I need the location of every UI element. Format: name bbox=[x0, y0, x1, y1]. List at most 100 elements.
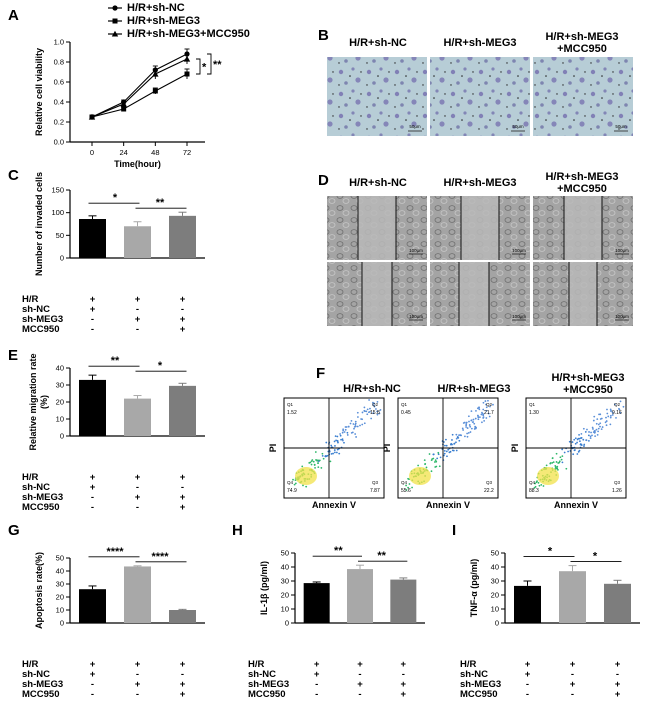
f-event-dot bbox=[615, 416, 617, 419]
f-event-dot bbox=[549, 462, 552, 465]
d-label-sh-meg3-mcc950-line1: H/R+sh-MEG3 bbox=[545, 171, 618, 183]
f-density-core bbox=[537, 467, 559, 485]
f-event-dot bbox=[492, 403, 494, 406]
f-event-dot bbox=[354, 433, 357, 435]
f-event-dot bbox=[469, 425, 472, 428]
d-label-sh-meg3-mcc950-line2: +MCC950 bbox=[557, 183, 607, 195]
f-event-dot bbox=[451, 449, 454, 452]
f-plot-grid: Q1 1.52 Q2 15.8 Q3 7.87 Q4 74.9 Annexin V PI Q1 0.4… bbox=[268, 397, 627, 510]
f-event-dot bbox=[355, 436, 357, 438]
f-event-dot bbox=[552, 461, 555, 464]
f-event-dot bbox=[346, 431, 349, 434]
f-event-dot bbox=[333, 451, 336, 454]
legend-label-sh-nc: H/R+sh-NC bbox=[127, 2, 185, 14]
f-event-dot bbox=[439, 456, 442, 459]
a-point bbox=[121, 106, 127, 112]
pi-table-mark: - bbox=[616, 669, 619, 680]
f-quadrant-name: Q4 bbox=[401, 480, 408, 485]
f-event-dot bbox=[605, 420, 608, 422]
pe-table-mark: - bbox=[136, 502, 139, 513]
ph-y-tick-label: 50 bbox=[281, 549, 289, 558]
f-event-dot bbox=[350, 419, 353, 422]
pe-y-axis-label-line: Relative migration rate bbox=[28, 353, 38, 450]
pg-table-mark: + bbox=[180, 659, 186, 670]
pe-table-mark: + bbox=[180, 472, 186, 483]
f-quadrant-value-q3: 1.26 bbox=[612, 488, 622, 494]
f-event-dot bbox=[357, 416, 359, 418]
pe-y-tick-label: 0 bbox=[60, 432, 64, 441]
f-event-dot bbox=[535, 481, 538, 484]
ph-y-tick-label: 20 bbox=[281, 591, 289, 600]
pg-y-axis-label: Apoptosis rate(%) bbox=[34, 552, 44, 629]
pg-y-tick-label: 20 bbox=[56, 593, 64, 602]
f-event-dot bbox=[361, 423, 364, 426]
f-quadrant-value-q2: 21.7 bbox=[484, 410, 494, 416]
pc-y-tick-label: 50 bbox=[56, 231, 64, 240]
panel-label-b: B bbox=[318, 27, 329, 44]
pc-table-mark: + bbox=[90, 294, 96, 305]
f-event-dot bbox=[366, 408, 369, 411]
panel-b-transwell-images: H/R+sh-NC H/R+sh-MEG3 H/R+sh-MEG3 +MCC95… bbox=[327, 31, 633, 136]
panel-d-wound-healing-images: H/R+sh-NC H/R+sh-MEG3 H/R+sh-MEG3 +MCC95… bbox=[327, 171, 633, 326]
f-event-dot bbox=[444, 444, 446, 447]
f-event-dot bbox=[294, 482, 297, 485]
f-event-dot bbox=[436, 457, 439, 460]
pi-y-tick-label: 30 bbox=[491, 577, 499, 586]
f-event-dot bbox=[455, 437, 458, 440]
pe-table-mark: + bbox=[180, 502, 186, 513]
axes-a: 0.0 0.2 0.4 0.6 0.8 1.0 0 24 48 72 Time(hour) Relat… bbox=[34, 38, 205, 169]
ph-y-axis-label: IL-1β (pg/ml) bbox=[259, 561, 269, 615]
ph-table-row-label: sh-MEG3 bbox=[248, 679, 289, 690]
f-event-dot bbox=[341, 438, 344, 441]
f-event-dot bbox=[589, 437, 592, 440]
f-event-dot bbox=[551, 457, 554, 460]
f-event-dot bbox=[354, 425, 357, 428]
f-quadrant-name: Q2 bbox=[372, 402, 379, 407]
f-event-dot bbox=[453, 442, 456, 445]
f-event-dot bbox=[478, 408, 481, 411]
f-event-dot bbox=[310, 463, 313, 466]
f-event-dot bbox=[373, 405, 376, 408]
f-event-dot bbox=[443, 454, 445, 457]
f-event-dot bbox=[574, 442, 577, 445]
panel-label-f: F bbox=[316, 365, 325, 382]
f-label-sh-nc: H/R+sh-NC bbox=[343, 383, 401, 395]
b-scalebar-sh-meg3-mcc950: 50μm bbox=[615, 124, 627, 129]
ph-bar-1 bbox=[303, 583, 330, 623]
f-event-dot bbox=[605, 424, 608, 427]
d-wound-gap bbox=[564, 196, 602, 260]
pc-y-tick-label: 100 bbox=[51, 208, 64, 217]
pg-y-tick-label: 50 bbox=[56, 554, 64, 563]
pi-table-mark: + bbox=[525, 659, 531, 670]
pc-table-mark: + bbox=[135, 314, 141, 325]
f-event-dot bbox=[326, 454, 329, 457]
f-event-dot bbox=[321, 454, 324, 457]
d-label-sh-meg3: H/R+sh-MEG3 bbox=[443, 177, 516, 189]
f-event-dot bbox=[451, 439, 453, 441]
pe-table-row-label: MCC950 bbox=[22, 502, 60, 513]
pe-table-mark: - bbox=[91, 502, 94, 513]
f-event-dot bbox=[450, 442, 453, 445]
f-event-dot bbox=[314, 466, 316, 469]
f-event-dot bbox=[610, 409, 612, 412]
f-event-dot bbox=[366, 413, 369, 416]
f-event-dot bbox=[580, 432, 583, 435]
pc-bar-1 bbox=[79, 219, 106, 258]
f-quadrant-value-q3: 7.87 bbox=[370, 488, 380, 494]
f-event-dot bbox=[435, 465, 438, 468]
pc-table-mark: - bbox=[136, 324, 139, 335]
pc-table-mark: - bbox=[181, 304, 184, 315]
pi-table-mark: - bbox=[526, 679, 529, 690]
ph-y-tick-label: 0 bbox=[285, 619, 289, 628]
f-event-dot bbox=[593, 415, 596, 418]
a-x-axis-label: Time(hour) bbox=[114, 159, 161, 169]
f-event-dot bbox=[320, 467, 323, 469]
f-event-dot bbox=[584, 431, 587, 433]
f-x-axis-label: Annexin V bbox=[312, 500, 356, 510]
f-event-dot bbox=[425, 466, 428, 469]
panel-label-c: C bbox=[8, 167, 19, 184]
ph-bar-3 bbox=[390, 579, 417, 623]
f-event-dot bbox=[568, 440, 571, 443]
pg-bar-2 bbox=[124, 566, 151, 623]
a-point bbox=[184, 71, 190, 77]
